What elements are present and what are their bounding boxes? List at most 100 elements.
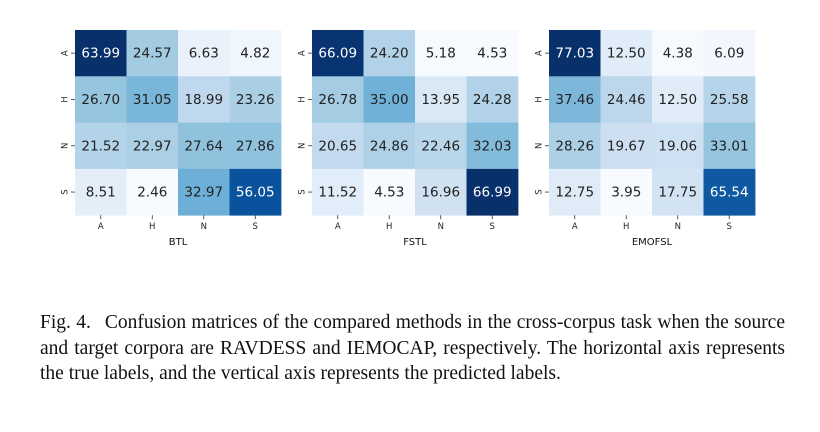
y-tick-label: N (61, 143, 71, 149)
cell-value-label: 24.20 (370, 46, 409, 62)
x-tick-label: H (149, 222, 155, 232)
heatmap-cell (229, 168, 282, 216)
cell-value-label: 77.03 (555, 46, 594, 62)
heatmap-cell (415, 122, 467, 170)
cell-value-label: 56.05 (236, 185, 275, 201)
heatmap-cell (312, 168, 364, 216)
heatmap-cell (178, 168, 230, 216)
heatmap-cell (229, 30, 282, 77)
heatmap-cell (466, 30, 519, 77)
cell-value-label: 24.57 (133, 46, 172, 62)
cell-value-label: 4.53 (374, 185, 404, 201)
cell-value-label: 21.52 (81, 138, 120, 154)
cell-value-label: 23.26 (236, 92, 275, 108)
heatmap-cell (363, 168, 416, 216)
x-tick-label: A (335, 222, 341, 232)
cell-value-label: 17.75 (658, 185, 697, 201)
heatmap-cell (75, 76, 127, 123)
x-tick-label: S (253, 222, 258, 232)
heatmap-cell (312, 122, 364, 170)
y-tick-label: H (61, 96, 71, 102)
caption-label: Fig. 4. (40, 312, 91, 333)
cell-value-label: 5.18 (426, 46, 456, 62)
heatmap-cell (703, 168, 756, 216)
heatmap-cell (75, 122, 127, 170)
cell-value-label: 3.95 (611, 185, 641, 201)
heatmap-cell (703, 76, 756, 123)
heatmap-cell (363, 76, 416, 123)
heatmap-fstl: 66.09 24.20 5.18 4.53 26.78 35.00 13.95 24.28 20… (298, 30, 519, 248)
x-tick-label: H (386, 222, 392, 232)
cell-value-label: 24.86 (370, 138, 409, 154)
y-tick-label: S (61, 189, 71, 194)
cell-value-label: 35.00 (370, 92, 409, 108)
heatmap-cell (363, 122, 416, 170)
heatmap-cell (549, 30, 601, 77)
cell-value-label: 19.67 (607, 138, 646, 154)
cell-value-label: 16.96 (421, 185, 460, 201)
x-tick-label: A (572, 222, 578, 232)
confusion-matrices-figure: 63.99 24.57 6.63 4.82 26.70 31.05 18.99 23.26 21… (61, 30, 756, 248)
method-label: EMOFSL (632, 237, 673, 248)
heatmap-cell (652, 168, 704, 216)
cell-value-label: 24.28 (473, 92, 512, 108)
cell-value-label: 12.75 (555, 185, 594, 201)
cell-value-label: 22.97 (133, 138, 172, 154)
heatmap-cell (178, 122, 230, 170)
heatmap-cell (126, 122, 179, 170)
heatmap-cell (600, 76, 653, 123)
y-tick-label: S (535, 189, 545, 194)
cell-value-label: 4.53 (477, 46, 507, 62)
x-tick-label: N (675, 222, 681, 232)
cell-value-label: 27.64 (184, 138, 223, 154)
heatmap-cell (549, 76, 601, 123)
cell-value-label: 37.46 (555, 92, 594, 108)
cell-value-label: 25.58 (710, 92, 749, 108)
x-tick-label: S (490, 222, 495, 232)
cell-value-label: 6.09 (714, 46, 744, 62)
cell-value-label: 2.46 (137, 185, 167, 201)
cell-value-label: 22.46 (421, 138, 460, 154)
cell-value-label: 19.06 (658, 138, 697, 154)
cell-value-label: 6.63 (189, 46, 219, 62)
heatmap-cell (363, 30, 416, 77)
cell-value-label: 32.03 (473, 138, 512, 154)
cell-value-label: 31.05 (133, 92, 172, 108)
heatmap-cell (703, 122, 756, 170)
cell-value-label: 12.50 (607, 46, 646, 62)
heatmap-cell (126, 30, 179, 77)
heatmap-cell (600, 168, 653, 216)
cell-value-label: 26.78 (318, 92, 357, 108)
y-tick-label: A (61, 50, 71, 56)
y-tick-label: A (535, 50, 545, 56)
x-tick-label: N (438, 222, 444, 232)
method-label: BTL (169, 237, 188, 248)
heatmap-cell (312, 30, 364, 77)
y-tick-label: N (298, 143, 308, 149)
heatmap-cell (600, 122, 653, 170)
heatmap-cell (549, 168, 601, 216)
y-tick-label: H (298, 96, 308, 102)
figure-caption: Fig. 4. Confusion matrices of the compare… (40, 310, 785, 387)
cell-value-label: 4.82 (240, 46, 270, 62)
cell-value-label: 28.26 (555, 138, 594, 154)
heatmap-cell (178, 76, 230, 123)
heatmap-cell (126, 168, 179, 216)
heatmap-btl: 63.99 24.57 6.63 4.82 26.70 31.05 18.99 23.26 21… (61, 30, 282, 248)
y-tick-label: S (298, 189, 308, 194)
cell-value-label: 32.97 (184, 185, 223, 201)
cell-value-label: 24.46 (607, 92, 646, 108)
heatmap-cell (312, 76, 364, 123)
heatmap-cell (652, 76, 704, 123)
heatmap-cell (178, 30, 230, 77)
y-tick-label: H (535, 96, 545, 102)
cell-value-label: 66.09 (318, 46, 357, 62)
cell-value-label: 13.95 (421, 92, 460, 108)
heatmap-cell (652, 122, 704, 170)
heatmap-emofsl: 77.03 12.50 4.38 6.09 37.46 24.46 12.50 25.58 28… (535, 30, 756, 248)
heatmap-cell (466, 168, 519, 216)
heatmap-cell (466, 122, 519, 170)
cell-value-label: 4.38 (663, 46, 693, 62)
cell-value-label: 27.86 (236, 138, 275, 154)
x-tick-label: H (623, 222, 629, 232)
